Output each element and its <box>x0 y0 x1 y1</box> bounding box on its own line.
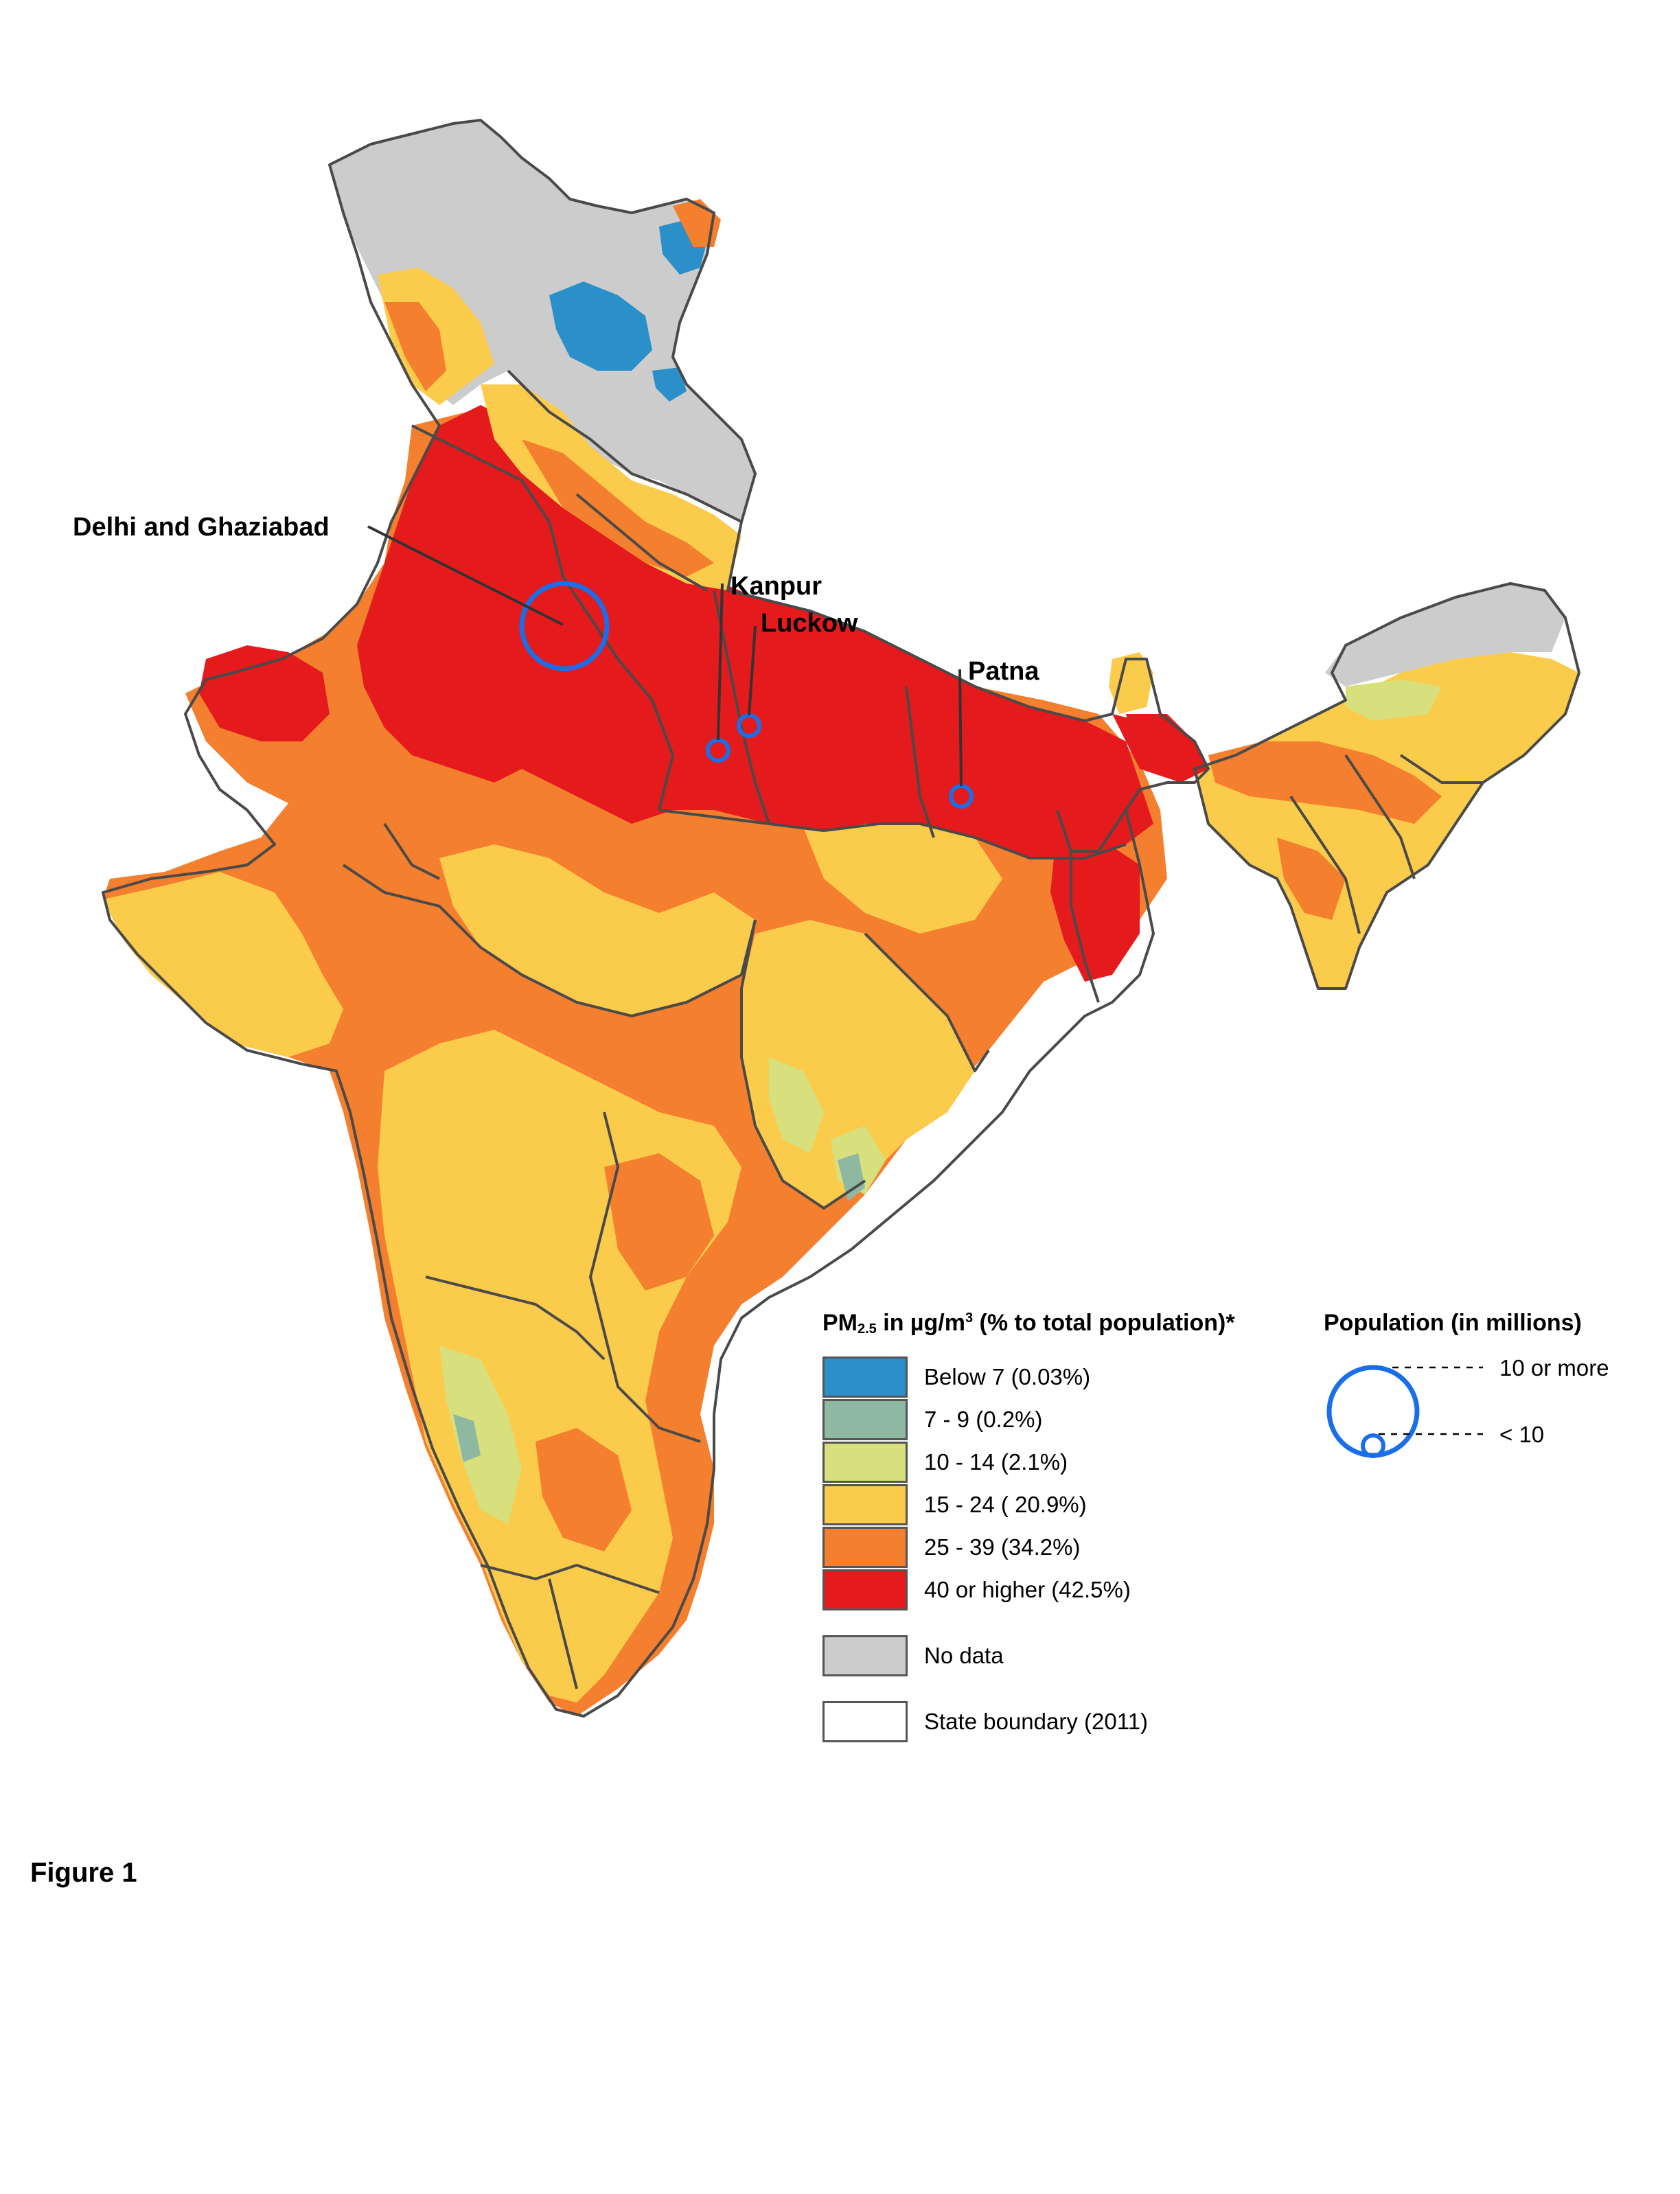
population-legend: Population (in millions) 10 or more < 10 <box>1324 1310 1653 1488</box>
legend-row-15-24: 15 - 24 ( 20.9%) <box>822 1484 1087 1525</box>
region-10-14 <box>439 1346 522 1524</box>
label-kanpur: Kanpur <box>730 572 822 601</box>
state-line <box>905 686 935 838</box>
region-15-24 <box>439 844 755 1016</box>
legend-row-no-data: No data <box>822 1635 1004 1676</box>
state-line <box>548 1578 578 1689</box>
region-25-39 <box>1208 741 1442 824</box>
small-city-label: < 10 <box>1499 1422 1545 1447</box>
leader-lines <box>367 525 963 787</box>
label-delhi: Delhi and Ghaziabad <box>73 513 330 542</box>
state-line <box>507 369 742 523</box>
legend-label: Below 7 (0.03%) <box>924 1364 1091 1389</box>
state-line <box>383 822 440 880</box>
legend-row-10-14: 10 - 14 (2.1%) <box>822 1442 1068 1483</box>
leader-kanpur <box>717 583 724 741</box>
state-line <box>1056 809 1100 1003</box>
population-legend-title: Population (in millions) <box>1324 1310 1582 1336</box>
state-line <box>342 864 757 1017</box>
state-line <box>589 1111 701 1443</box>
region-25-39 <box>604 1153 714 1291</box>
label-patna: Patna <box>968 657 1039 686</box>
region-15-24 <box>1109 652 1153 714</box>
legend-label: 25 - 39 (34.2%) <box>924 1534 1081 1560</box>
legend-label: 7 - 9 (0.2%) <box>924 1407 1043 1432</box>
legend-label: State boundary (2011) <box>924 1709 1148 1734</box>
india-outline <box>102 119 1210 1718</box>
state-line <box>864 932 990 1072</box>
region-10-14 <box>1346 680 1442 721</box>
state-line <box>1344 754 1416 879</box>
state-line <box>480 1564 660 1594</box>
state-line <box>411 424 674 811</box>
region-7-9 <box>838 1153 865 1201</box>
region-40-plus <box>1050 824 1140 982</box>
region-25-39 <box>384 302 446 391</box>
region-7-9 <box>453 1414 481 1462</box>
state-line <box>425 1275 606 1361</box>
swatch-no-data <box>822 1635 908 1676</box>
small-city-symbol <box>1361 1433 1385 1458</box>
leader-delhi <box>367 525 564 626</box>
region-40-plus <box>199 645 330 741</box>
legend-label: No data <box>924 1643 1004 1668</box>
legend-label: 10 - 14 (2.1%) <box>924 1449 1068 1475</box>
state-line <box>740 919 866 1210</box>
state-line <box>658 809 1127 859</box>
legend-label: 40 or higher (42.5%) <box>924 1577 1131 1602</box>
city-labels: Delhi and Ghaziabad Kanpur Luckow Patna <box>73 513 1039 686</box>
region-25-39 <box>536 1428 632 1551</box>
large-city-symbol <box>1326 1365 1420 1458</box>
state-line <box>713 590 770 824</box>
pm25-surface <box>103 120 1579 1716</box>
region-40-plus <box>1126 714 1208 783</box>
region-25-39 <box>522 439 714 577</box>
state-line <box>1071 809 1127 853</box>
region-no-data <box>330 120 755 522</box>
legend-label: 15 - 24 ( 20.9%) <box>924 1492 1087 1517</box>
state-line <box>1289 795 1361 934</box>
region-25-39 <box>1277 838 1346 920</box>
region-below-7 <box>652 367 687 402</box>
state-line <box>1399 754 1483 784</box>
swatch-7-9 <box>822 1399 908 1440</box>
figure-caption: Figure 1 <box>30 1858 137 1888</box>
ne-outline <box>1193 582 1580 990</box>
swatch-boundary <box>822 1701 908 1742</box>
city-circle-delhi <box>519 581 610 671</box>
legend-row-25-39: 25 - 39 (34.2%) <box>822 1527 1080 1568</box>
region-15-24 <box>103 872 343 1057</box>
legend-row-below-7: Below 7 (0.03%) <box>822 1356 1090 1398</box>
region-10-14 <box>769 1057 824 1153</box>
legend-title: PM2.5 in µg/m3 (% to total population)* <box>822 1310 1235 1337</box>
region-below-7 <box>549 281 652 371</box>
swatch-below-7 <box>822 1356 908 1398</box>
pm25-legend: PM2.5 in µg/m3 (% to total population)* … <box>822 1310 1331 1742</box>
swatch-40-plus <box>822 1569 908 1610</box>
state-line <box>575 493 708 592</box>
region-no-data <box>1325 584 1565 686</box>
label-lucknow: Luckow <box>761 609 858 638</box>
legend-row-40-plus: 40 or higher (42.5%) <box>822 1569 1131 1610</box>
large-city-label: 10 or more <box>1499 1355 1609 1381</box>
swatch-25-39 <box>822 1527 908 1568</box>
leader-lucknow <box>748 625 757 716</box>
legend-row-7-9: 7 - 9 (0.2%) <box>822 1399 1042 1440</box>
leader-patna <box>958 669 963 787</box>
swatch-10-14 <box>822 1442 908 1483</box>
legend-row-boundary: State boundary (2011) <box>822 1701 1148 1742</box>
population-legend-symbols <box>1326 1365 1483 1458</box>
swatch-15-24 <box>822 1484 908 1525</box>
state-boundaries <box>102 119 1580 1718</box>
